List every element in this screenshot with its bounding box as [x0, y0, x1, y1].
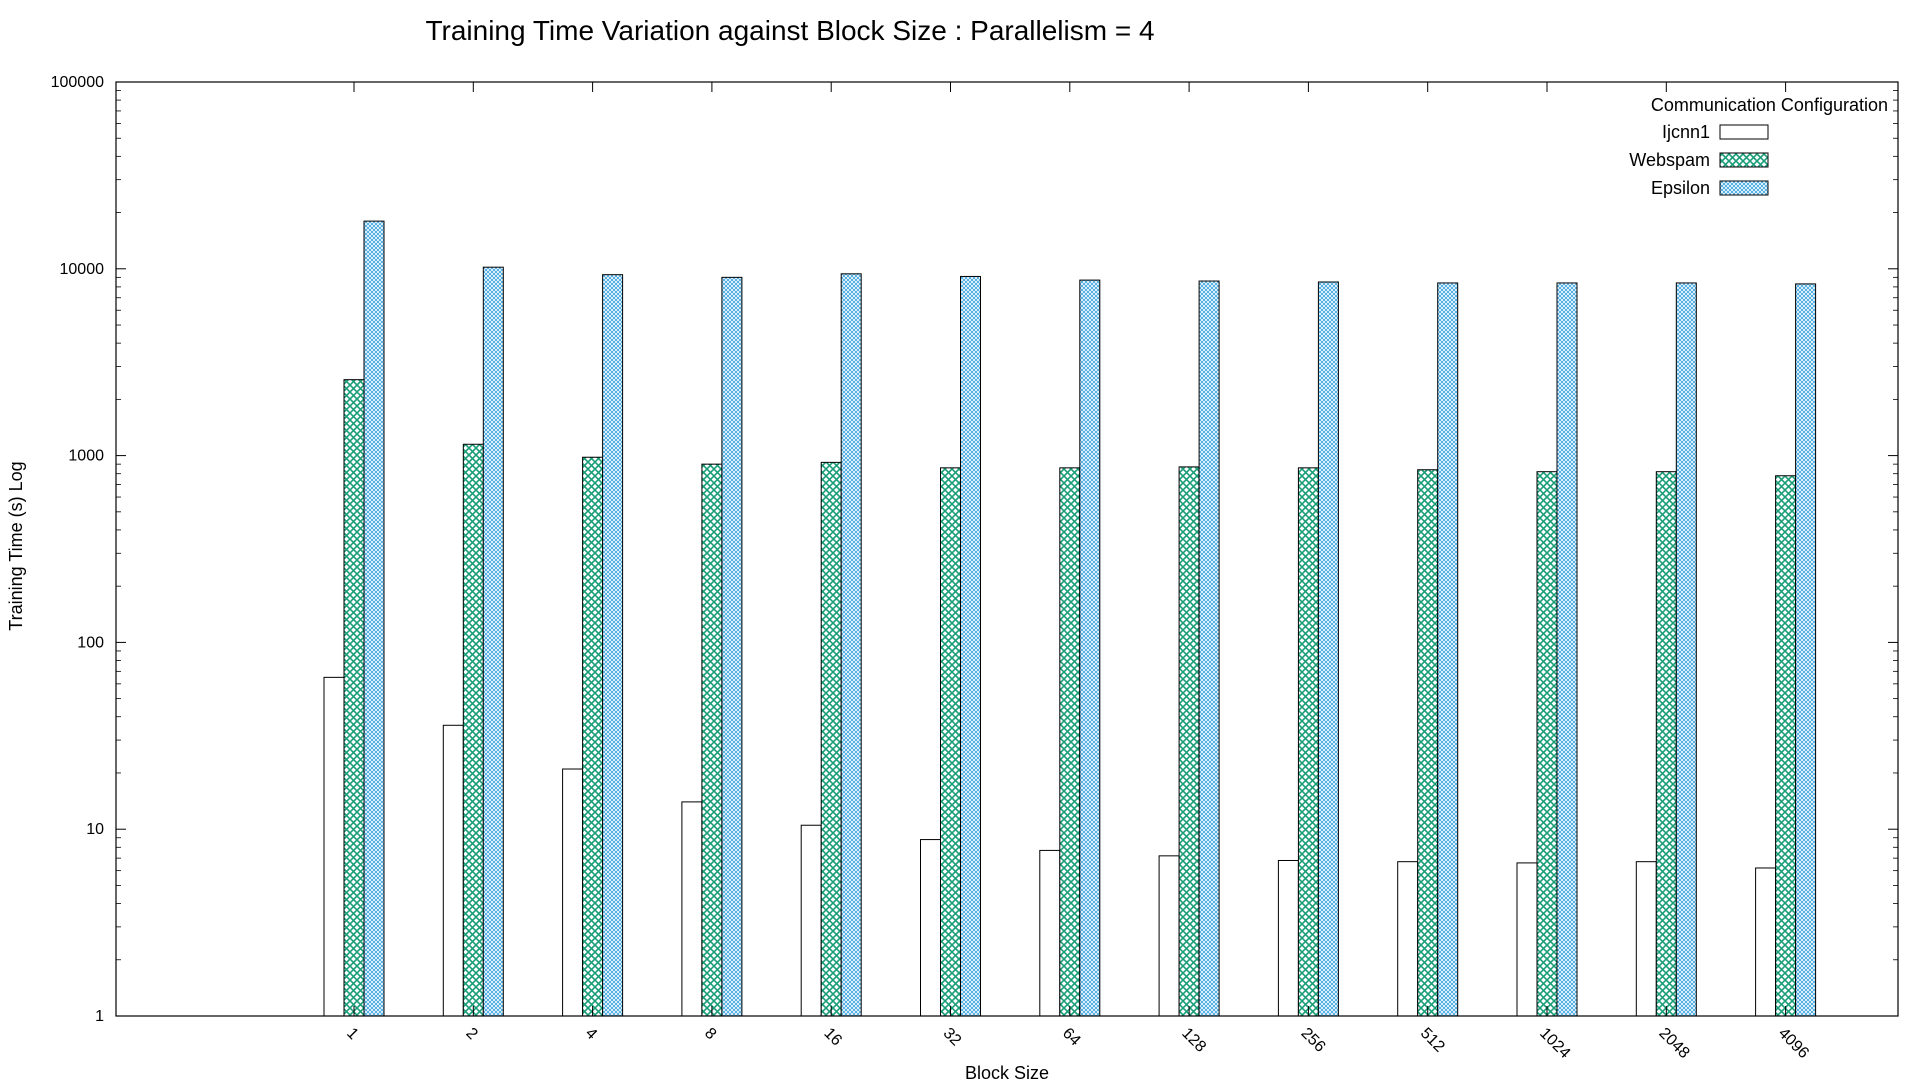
x-tick-label: 1 [343, 1025, 361, 1043]
y-tick-label: 1000 [68, 448, 104, 465]
legend-swatch-webspam [1719, 152, 1769, 168]
legend: Communication Configuration Ijcnn1 Webspa… [1629, 95, 1888, 198]
legend-swatch-epsilon [1719, 180, 1769, 196]
bar-epsilon-8 [721, 276, 743, 1017]
x-tick-label: 128 [1178, 1025, 1209, 1056]
bar-ijcnn1-2048 [1635, 861, 1657, 1017]
plot-frame [115, 81, 1899, 1017]
bar-webspam-512 [1417, 469, 1439, 1017]
bar-ijcnn1-16 [800, 824, 822, 1017]
bar-epsilon-256 [1317, 281, 1339, 1017]
bar-epsilon-32 [960, 275, 981, 1017]
bar-ijcnn1-2 [442, 724, 464, 1017]
bar-webspam-32 [940, 467, 961, 1017]
bar-ijcnn1-4 [562, 768, 584, 1017]
bar-epsilon-2048 [1675, 282, 1697, 1017]
bar-webspam-4096 [1775, 475, 1797, 1017]
y-tick-label: 10000 [60, 261, 105, 278]
y-tick-label: 100 [77, 634, 104, 651]
legend-label-webspam: Webspam [1629, 150, 1710, 170]
y-axis-ticks: 1 10 100 1000 10000 100000 [51, 74, 1898, 1025]
y-tick-label: 100000 [51, 74, 104, 91]
bar-ijcnn1-256 [1277, 859, 1299, 1017]
bar-epsilon-16 [840, 273, 862, 1017]
bar-epsilon-64 [1079, 279, 1101, 1017]
bar-webspam-8 [701, 463, 723, 1017]
x-tick-label: 64 [1059, 1025, 1084, 1050]
x-tick-label: 512 [1417, 1025, 1448, 1056]
x-tick-label: 16 [820, 1025, 845, 1050]
bar-epsilon-512 [1437, 282, 1459, 1017]
bar-ijcnn1-1 [323, 676, 345, 1017]
x-tick-label: 256 [1298, 1025, 1329, 1056]
x-tick-label: 8 [701, 1025, 719, 1043]
x-tick-label: 2048 [1655, 1025, 1692, 1062]
bar-epsilon-2 [482, 266, 504, 1017]
bar-ijcnn1-512 [1397, 861, 1419, 1017]
legend-title: Communication Configuration [1651, 95, 1888, 115]
legend-swatch-ijcnn1 [1719, 124, 1769, 140]
bar-webspam-4 [582, 456, 604, 1017]
bar-epsilon-4 [602, 274, 624, 1017]
y-axis-label: Training Time (s) Log [6, 461, 26, 630]
chart-title: Training Time Variation against Block Si… [425, 15, 1154, 46]
bar-ijcnn1-64 [1039, 849, 1061, 1017]
bar-ijcnn1-8 [681, 801, 703, 1017]
y-tick-label: 10 [86, 821, 104, 838]
bar-webspam-2048 [1655, 471, 1677, 1017]
bar-epsilon-1024 [1556, 282, 1578, 1017]
y-tick-label: 1 [95, 1008, 104, 1025]
bar-webspam-256 [1297, 467, 1319, 1017]
legend-label-ijcnn1: Ijcnn1 [1662, 122, 1710, 142]
bar-webspam-64 [1059, 467, 1081, 1017]
bar-ijcnn1-128 [1158, 855, 1180, 1017]
bar-webspam-1 [343, 379, 365, 1017]
bar-epsilon-1 [363, 220, 385, 1017]
bar-ijcnn1-1024 [1516, 862, 1538, 1017]
bar-webspam-128 [1178, 466, 1200, 1017]
x-tick-label: 2 [462, 1025, 480, 1043]
bar-epsilon-4096 [1795, 283, 1817, 1017]
bar-ijcnn1-4096 [1755, 867, 1777, 1017]
bars [323, 220, 1817, 1017]
bar-webspam-2 [462, 443, 484, 1017]
x-tick-label: 4 [582, 1025, 600, 1043]
bar-webspam-16 [820, 461, 842, 1017]
x-tick-label: 32 [940, 1025, 965, 1050]
bar-epsilon-128 [1198, 280, 1220, 1017]
bar-ijcnn1-32 [920, 839, 941, 1017]
legend-label-epsilon: Epsilon [1651, 178, 1710, 198]
x-axis-label: Block Size [965, 1063, 1049, 1080]
x-tick-label: 1024 [1536, 1025, 1573, 1062]
x-tick-label: 4096 [1775, 1025, 1812, 1062]
bar-webspam-1024 [1536, 471, 1558, 1017]
